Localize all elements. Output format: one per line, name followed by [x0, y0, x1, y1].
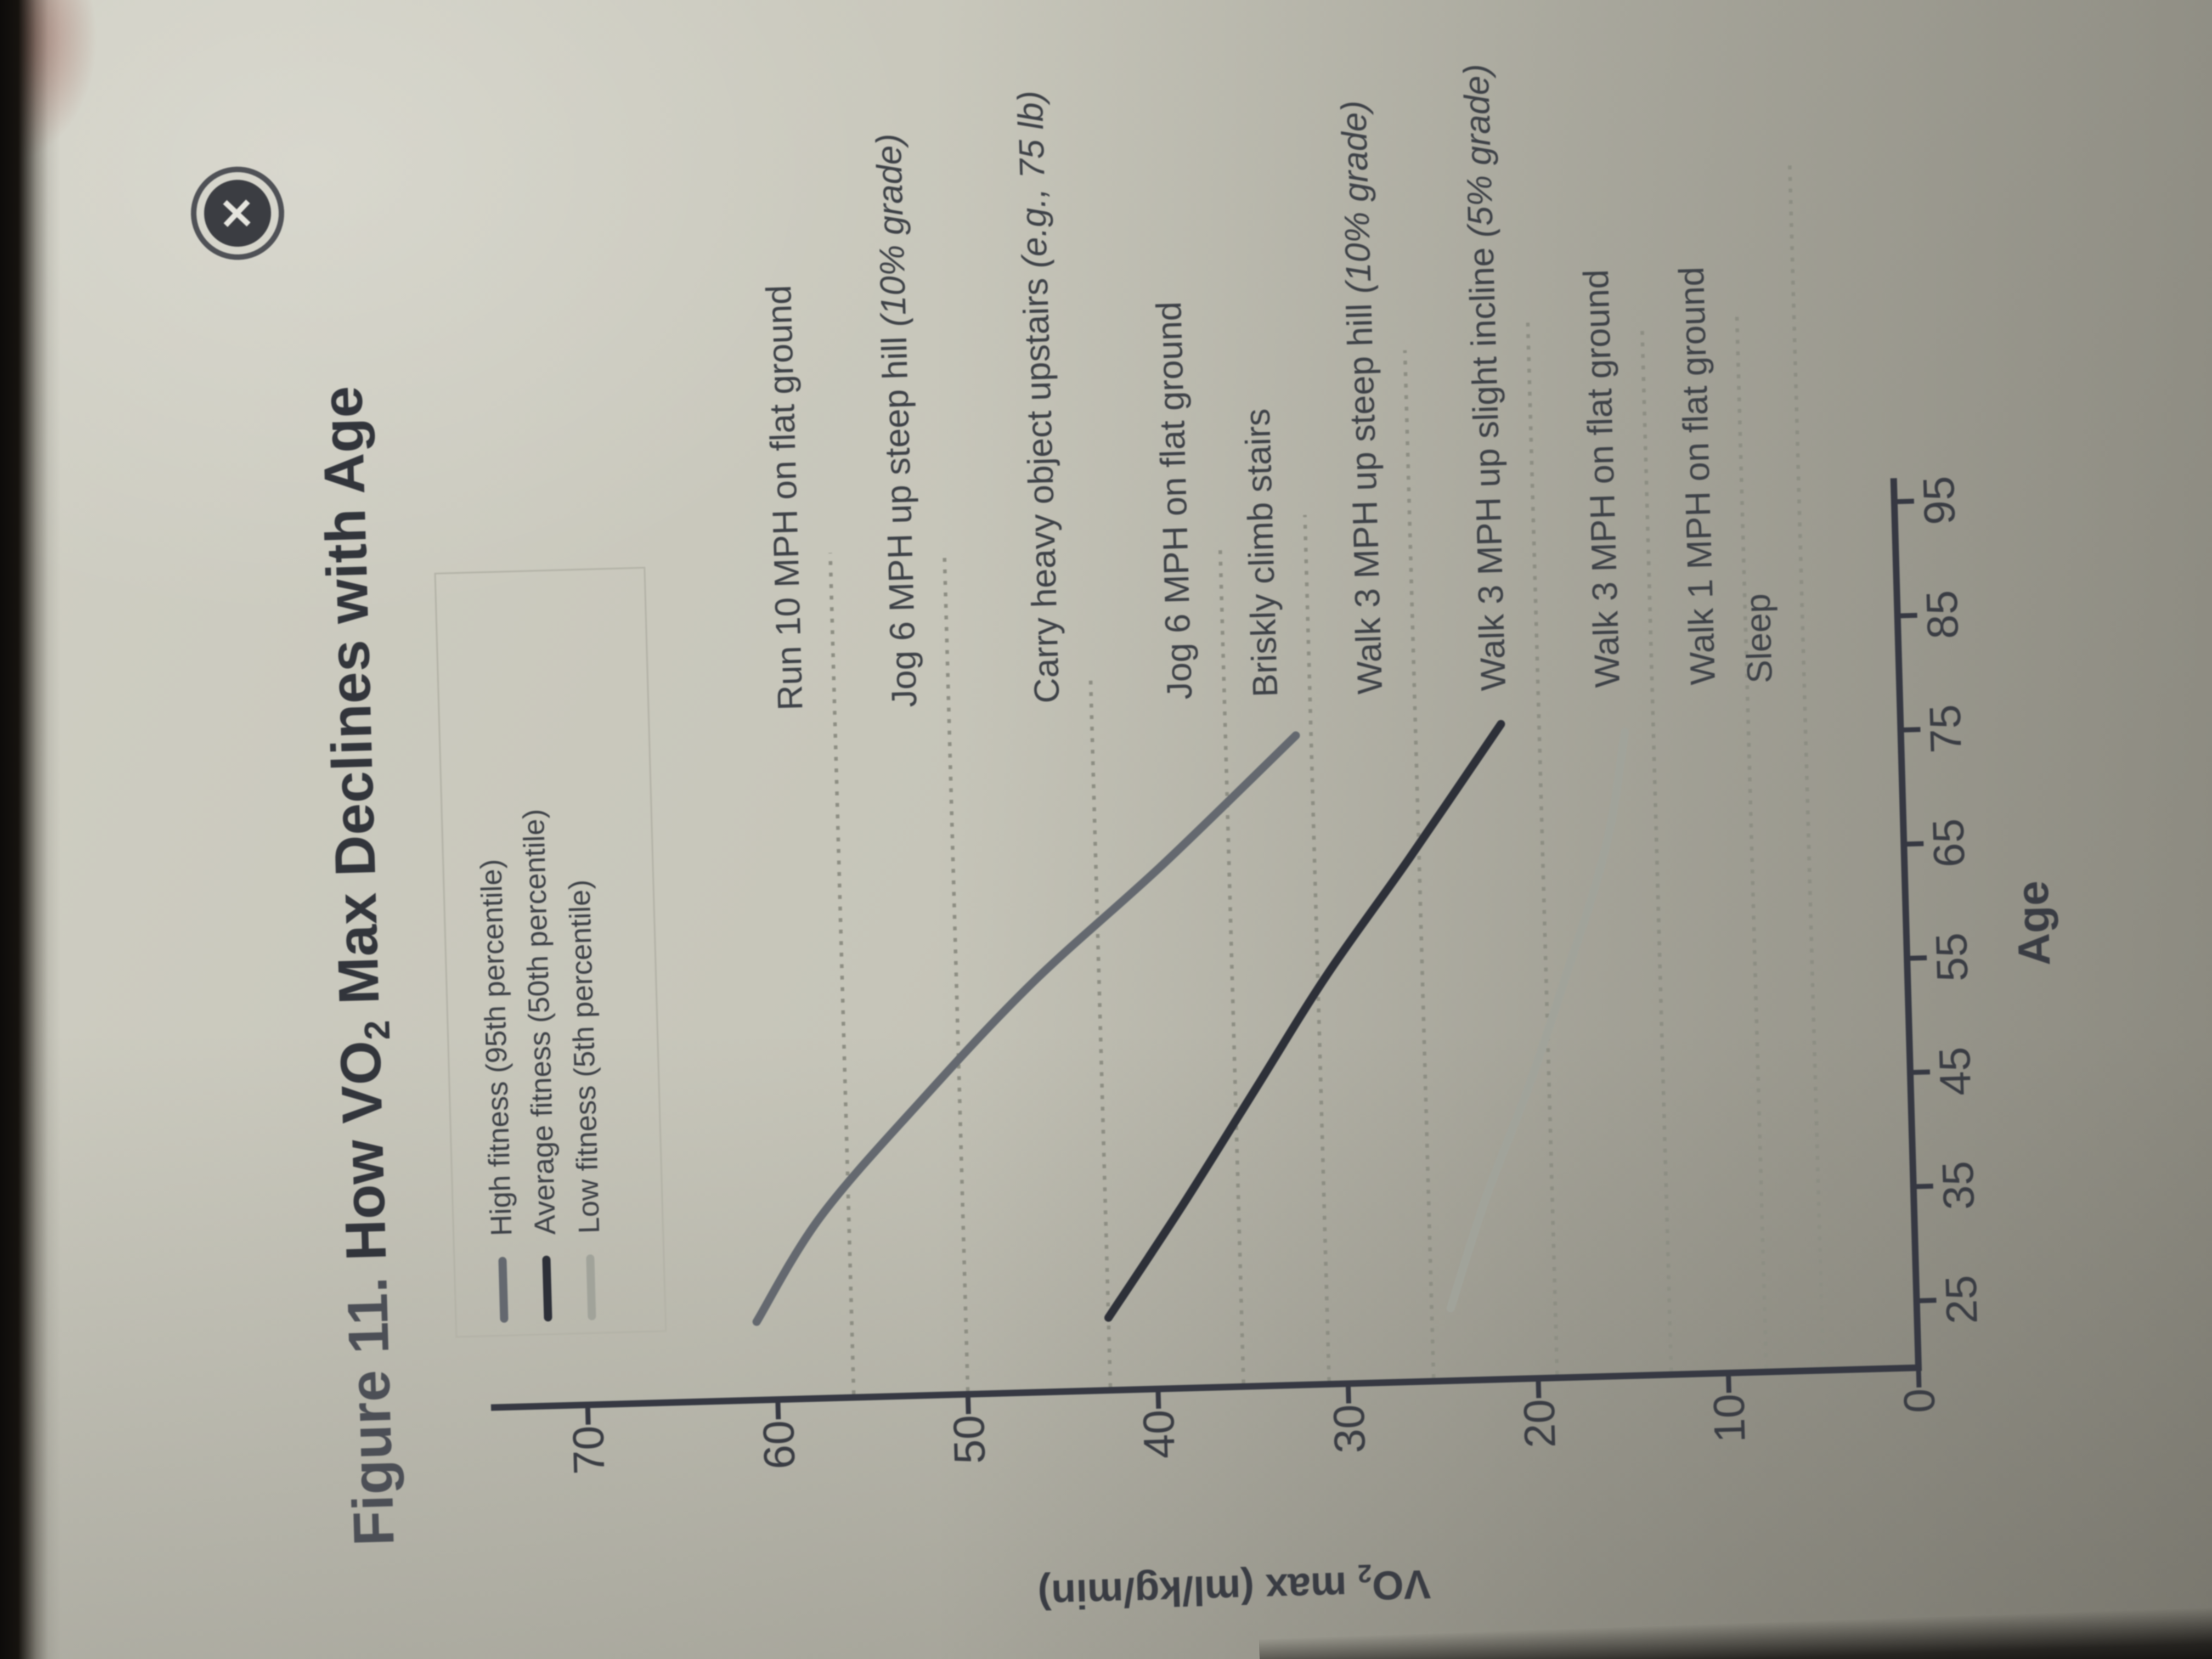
- gridline-3: [1218, 544, 1245, 1384]
- gridline-0: [828, 552, 856, 1395]
- x-tick: [1916, 1297, 1937, 1304]
- vo2-subscript: 2: [357, 1019, 398, 1041]
- y-tick-label-0: 0: [1894, 1387, 1944, 1414]
- x-tick: [1894, 499, 1914, 505]
- y-tick-label-30: 30: [1324, 1403, 1374, 1454]
- legend-box: High fitness (95th percentile) Average f…: [434, 567, 667, 1338]
- y-tick: [1916, 1367, 1922, 1388]
- curve-low: [1446, 727, 1629, 1312]
- x-tick-label-85: 85: [1917, 589, 1967, 640]
- x-tick-label-75: 75: [1920, 703, 1971, 754]
- y-tick: [1155, 1389, 1161, 1409]
- close-icon: ✕: [203, 179, 272, 248]
- curve-average: [1104, 720, 1505, 1322]
- x-tick-label-25: 25: [1936, 1274, 1987, 1325]
- x-tick-label-45: 45: [1929, 1046, 1980, 1097]
- gridline-2: [1088, 677, 1113, 1387]
- gridline-7: [1640, 324, 1673, 1372]
- activity-label-4: Briskly climb stairs: [1238, 408, 1285, 698]
- figure-number: Figure 11.: [335, 1276, 407, 1547]
- y-tick-label-60: 60: [753, 1419, 804, 1470]
- x-tick-label-35: 35: [1933, 1160, 1983, 1211]
- high-fitness-line-swatch: [498, 1256, 509, 1323]
- x-tick-label-95: 95: [1914, 475, 1965, 526]
- y-tick-label-40: 40: [1133, 1409, 1184, 1459]
- x-tick-label-65: 65: [1923, 817, 1974, 868]
- curve-high: [752, 731, 1300, 1326]
- gridline-1: [943, 552, 970, 1391]
- average-fitness-line-swatch: [541, 1255, 552, 1322]
- activity-label-9: Sleep: [1737, 592, 1780, 684]
- gridline-6: [1526, 319, 1559, 1375]
- x-tick: [1913, 1183, 1933, 1189]
- y-tick: [1536, 1378, 1542, 1398]
- gridline-9: [1787, 158, 1825, 1367]
- y-tick-label-50: 50: [944, 1414, 994, 1465]
- y-tick-label-70: 70: [563, 1425, 614, 1475]
- low-fitness-line-swatch: [585, 1254, 596, 1321]
- y-tick: [1725, 1373, 1731, 1393]
- figure-title-text: How VO: [329, 1039, 399, 1278]
- x-tick: [1910, 1069, 1931, 1075]
- y-tick-label-20: 20: [1514, 1398, 1565, 1449]
- gridline-8: [1735, 316, 1768, 1369]
- x-tick-label-55: 55: [1926, 932, 1977, 983]
- x-axis-title: Age: [2007, 880, 2060, 967]
- y-tick-label-10: 10: [1704, 1393, 1754, 1443]
- gridline-4: [1303, 515, 1331, 1381]
